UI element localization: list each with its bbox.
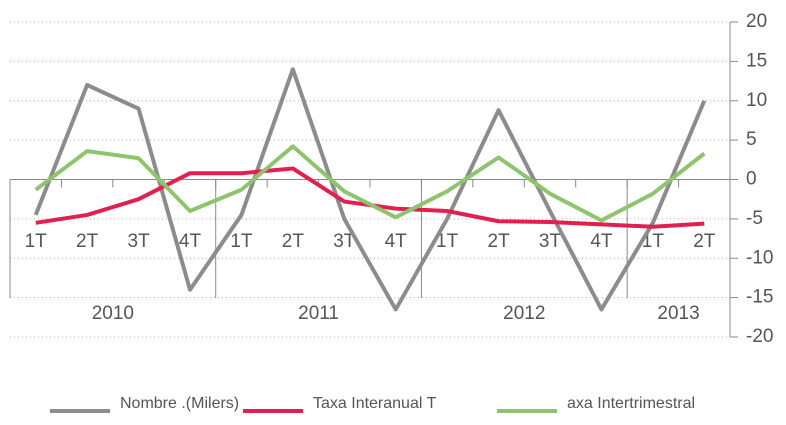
x-tick-label: 1T <box>25 231 48 252</box>
x-tick-label: 3T <box>539 231 562 252</box>
x-tick-label: 1T <box>436 231 459 252</box>
x-tick-label: 1T <box>642 231 665 252</box>
x-tick-label: 4T <box>590 231 613 252</box>
series-line <box>33 67 707 312</box>
x-tick-label: 2T <box>76 231 99 252</box>
x-tick-label: 1T <box>230 231 253 252</box>
group-label: 2010 <box>92 303 134 324</box>
group-label: 2011 <box>298 303 339 324</box>
y-tick-label: 10 <box>746 90 767 111</box>
y-tick-label: -20 <box>746 326 773 347</box>
legend-label: axa Intertrimestral <box>567 395 695 412</box>
x-tick-label: 2T <box>693 231 716 252</box>
series-line <box>34 144 706 223</box>
group-label: 2013 <box>657 303 699 324</box>
legend-label: Nombre .(Milers) <box>120 395 239 412</box>
y-tick-label: -5 <box>746 208 763 229</box>
x-tick-label: 3T <box>127 231 150 252</box>
y-tick-label: 5 <box>746 129 757 150</box>
x-tick-label: 4T <box>385 231 408 252</box>
x-tick-label: 2T <box>282 231 305 252</box>
y-tick-label: -15 <box>746 287 773 308</box>
y-tick-label: 20 <box>746 11 767 32</box>
x-tick-label: 2T <box>487 231 510 252</box>
y-tick-label: 15 <box>746 50 767 71</box>
y-tick-label: -10 <box>746 247 773 268</box>
legend-label: Taxa Interanual T <box>313 395 437 412</box>
y-tick-label: 0 <box>746 169 757 190</box>
group-label: 2012 <box>503 303 545 324</box>
x-tick-label: 3T <box>333 231 356 252</box>
x-tick-label: 4T <box>179 231 202 252</box>
